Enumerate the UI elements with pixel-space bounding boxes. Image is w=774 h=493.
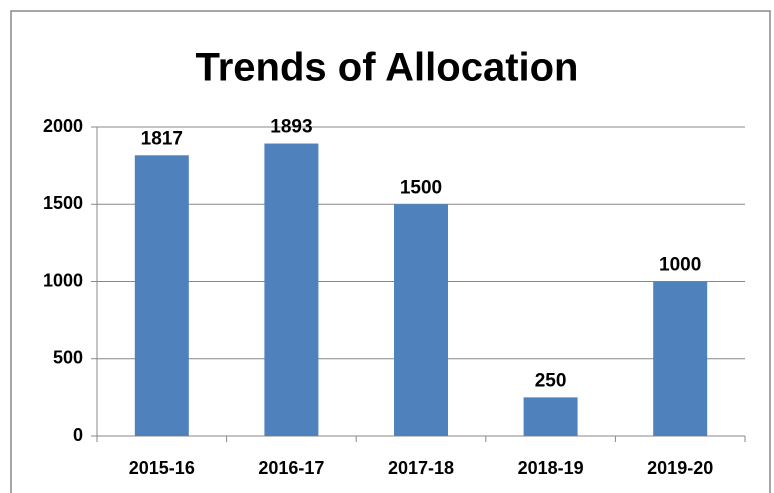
bar [264, 143, 319, 436]
y-tick-label: 1500 [43, 193, 83, 213]
data-label: 1893 [270, 117, 312, 138]
data-label: 250 [535, 370, 567, 391]
x-tick-label: 2016-17 [258, 458, 324, 478]
bar [134, 155, 189, 436]
bar [523, 397, 578, 436]
y-tick-label: 500 [53, 348, 83, 368]
y-tick-label: 1000 [43, 270, 83, 290]
x-tick-label: 2018-19 [518, 458, 584, 478]
x-tick-label: 2015-16 [129, 458, 195, 478]
y-tick-label: 0 [73, 425, 83, 445]
data-label: 1500 [400, 177, 442, 198]
y-tick-label: 2000 [43, 116, 83, 136]
x-tick-label: 2019-20 [647, 458, 713, 478]
x-tick-label: 2017-18 [388, 458, 454, 478]
bar [394, 204, 448, 436]
data-label: 1000 [659, 255, 701, 276]
chart-title: Trends of Allocation [196, 46, 579, 90]
data-label: 1817 [141, 128, 183, 149]
bar [653, 281, 708, 436]
